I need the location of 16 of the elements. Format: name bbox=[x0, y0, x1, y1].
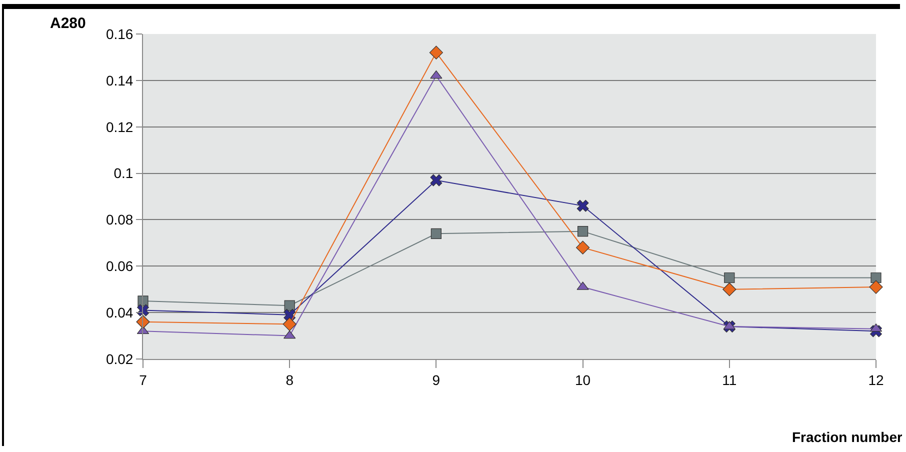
y-tick-label: 0.12 bbox=[106, 118, 134, 135]
y-tick-label: 0.04 bbox=[106, 304, 134, 320]
y-tick-label: 0.02 bbox=[106, 350, 134, 367]
x-tick-label: 12 bbox=[868, 372, 884, 388]
y-tick-label: 0.1 bbox=[114, 165, 134, 182]
y-axis-title: A280 bbox=[50, 15, 86, 32]
y-tick-label: 0.06 bbox=[106, 258, 134, 274]
y-tick-label: 0.08 bbox=[106, 212, 134, 228]
x-tick-label: 8 bbox=[286, 372, 294, 388]
y-tick-label: 0.14 bbox=[106, 72, 134, 88]
y-tick-label: 0.16 bbox=[106, 26, 134, 42]
x-tick-label: 11 bbox=[722, 372, 737, 388]
x-axis-title: Fraction number bbox=[792, 429, 904, 445]
x-tick-label: 10 bbox=[575, 372, 591, 388]
x-tick-label: 7 bbox=[139, 372, 148, 388]
x-tick-label: 9 bbox=[432, 372, 440, 388]
